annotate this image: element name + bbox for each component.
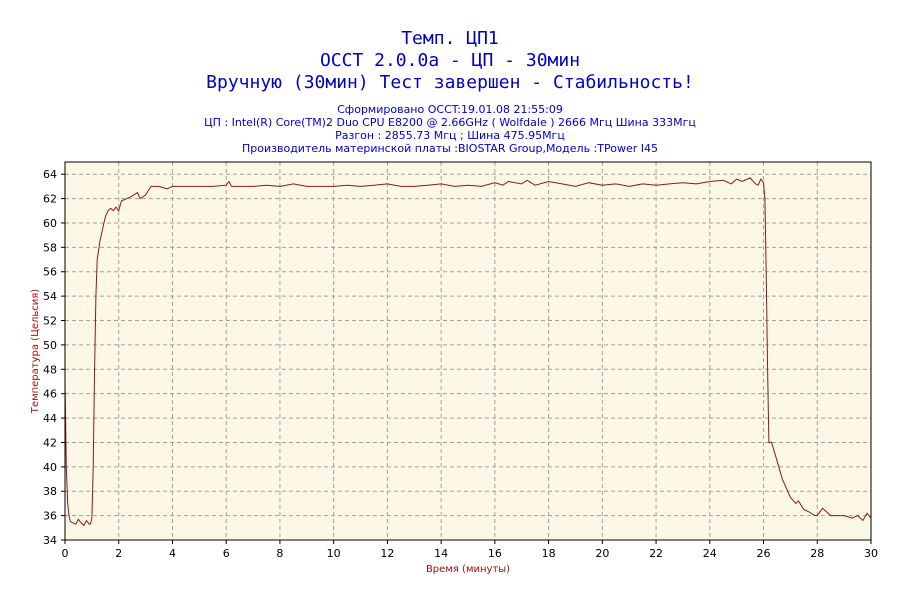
temperature-line: [64, 177, 872, 527]
x-tick-label: 12: [380, 547, 394, 560]
chart-title: Темп. ЦП1: [401, 28, 499, 49]
info-cpu: ЦП : Intel(R) Core(TM)2 Duo CPU E8200 @ …: [204, 116, 696, 129]
y-tick-label: 50: [43, 339, 57, 352]
x-tick-label: 16: [488, 547, 502, 560]
y-tick-label: 42: [43, 436, 57, 449]
chart-subtitle-version: OCCT 2.0.0a - ЦП - 30мин: [319, 50, 581, 71]
x-tick-label: 6: [223, 547, 230, 560]
info-motherboard: Производитель материнской платы :BIOSTAR…: [242, 142, 658, 155]
y-tick-label: 34: [43, 534, 57, 547]
x-tick-label: 24: [703, 547, 717, 560]
x-tick-label: 4: [169, 547, 176, 560]
y-axis-label: Температура (Цельсия): [30, 289, 41, 414]
tick-labels: 0 2 4 6 8 10 12 14 16 18 20 22 24 26 28 303436384042444…: [43, 168, 878, 560]
x-tick-label: 22: [649, 547, 663, 560]
y-tick-label: 46: [43, 388, 57, 401]
x-axis-label: Время (минуты): [426, 564, 510, 575]
x-tick-label: 30: [864, 547, 878, 560]
x-tick-label: 0: [62, 547, 69, 560]
plot-area: [65, 162, 871, 540]
info-generated: Сформировано OCCT:19.01.08 21:55:09: [337, 103, 563, 116]
x-tick-label: 18: [542, 547, 556, 560]
plot-frame: [64, 161, 872, 541]
y-tick-label: 56: [43, 266, 57, 279]
x-tick-label: 2: [115, 547, 122, 560]
info-overclock: Разгон : 2855.73 Мгц ; Шина 475.95Мгц: [335, 129, 565, 142]
x-tick-label: 8: [276, 547, 283, 560]
x-tick-label: 26: [757, 547, 771, 560]
y-tick-label: 44: [43, 412, 57, 425]
chart-subtitle-status: Вручную (30мин) Тест завершен - Стабильн…: [206, 72, 694, 93]
y-tick-label: 40: [43, 461, 57, 474]
x-tick-label: 14: [434, 547, 448, 560]
grid-lines: [65, 162, 871, 540]
x-tick-label: 20: [595, 547, 609, 560]
y-tick-label: 62: [43, 193, 57, 206]
y-tick-label: 48: [43, 363, 57, 376]
y-tick-label: 60: [43, 217, 57, 230]
x-tick-label: 10: [327, 547, 341, 560]
y-tick-label: 64: [43, 168, 57, 181]
y-tick-label: 58: [43, 241, 57, 254]
y-tick-label: 54: [43, 290, 57, 303]
y-tick-label: 36: [43, 510, 57, 523]
y-tick-label: 52: [43, 315, 57, 328]
x-tick-label: 28: [810, 547, 824, 560]
y-tick-label: 38: [43, 485, 57, 498]
